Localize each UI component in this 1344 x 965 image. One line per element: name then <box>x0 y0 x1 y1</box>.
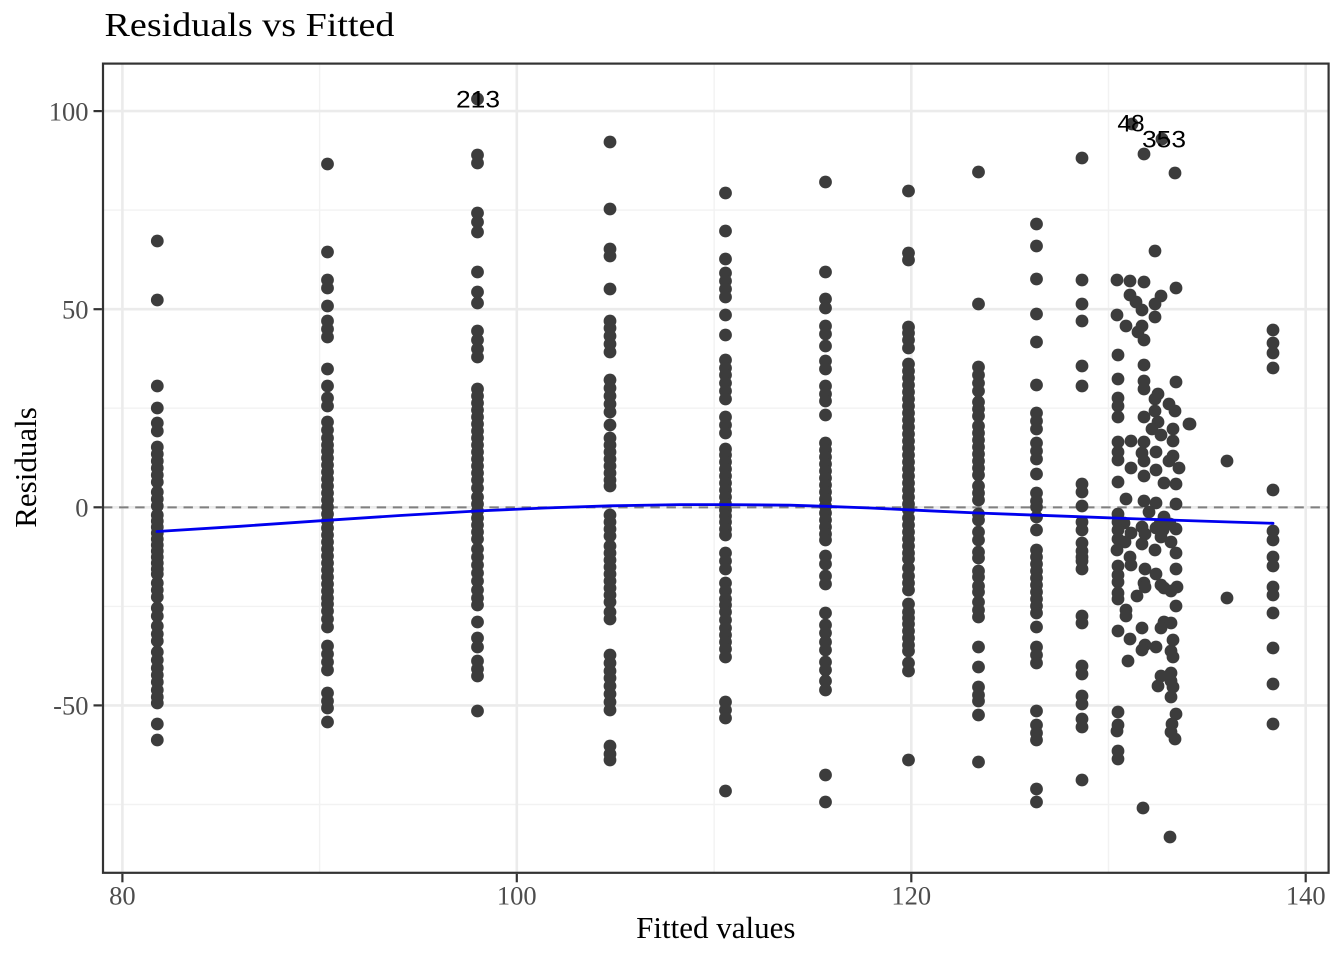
svg-text:100: 100 <box>49 96 89 126</box>
svg-text:Residuals: Residuals <box>8 407 43 528</box>
svg-text:140: 140 <box>1286 881 1326 911</box>
svg-text:Residuals vs Fitted: Residuals vs Fitted <box>105 7 395 44</box>
svg-text:-50: -50 <box>53 691 88 721</box>
svg-text:0: 0 <box>75 493 88 523</box>
svg-text:120: 120 <box>891 881 931 911</box>
svg-text:48: 48 <box>1117 111 1144 138</box>
svg-text:213: 213 <box>456 87 500 114</box>
svg-text:353: 353 <box>1142 126 1186 153</box>
svg-text:Fitted values: Fitted values <box>636 910 795 945</box>
svg-text:50: 50 <box>62 294 89 324</box>
svg-text:80: 80 <box>109 881 136 911</box>
svg-text:100: 100 <box>497 881 537 911</box>
